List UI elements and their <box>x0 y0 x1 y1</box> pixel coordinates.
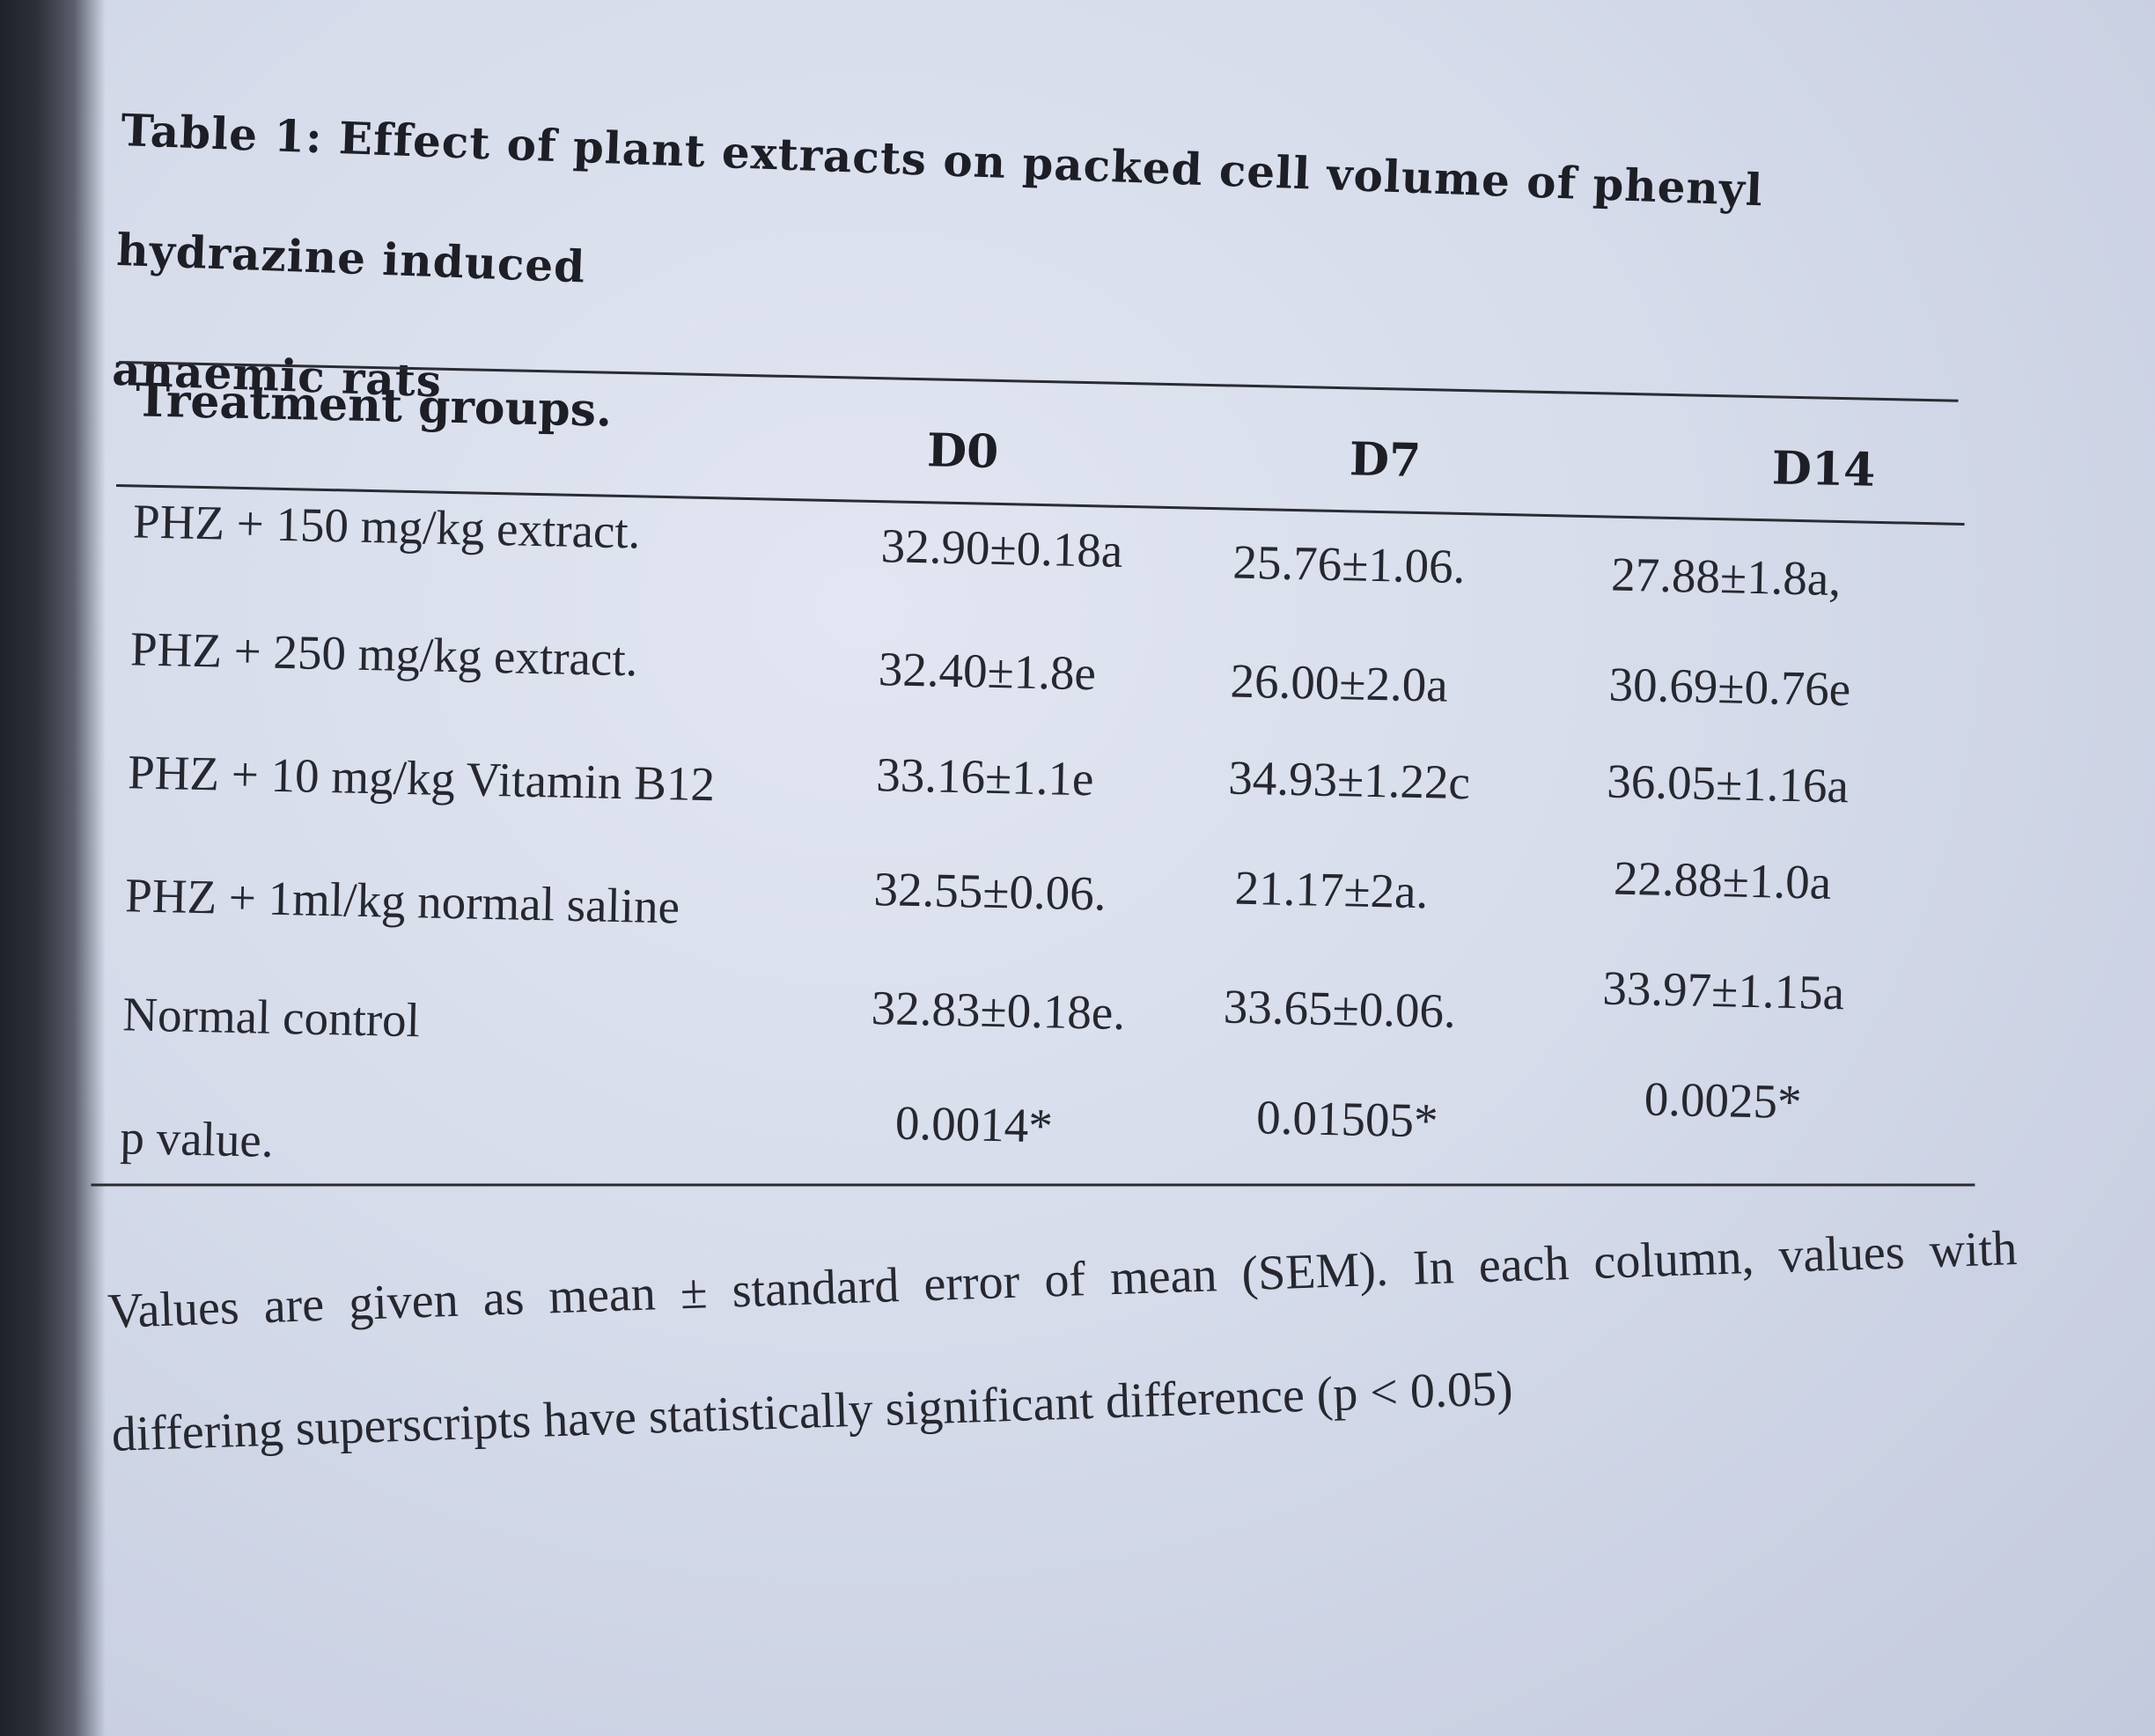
header-d7: D7 <box>1349 432 1422 488</box>
row-3-d0: 33.16±1.1e <box>875 747 1095 806</box>
row-5-group: Normal control <box>121 987 421 1048</box>
row-5-d7: 33.65±0.06. <box>1223 979 1457 1038</box>
row-2-group: PHZ + 250 mg/kg extract. <box>129 622 639 687</box>
table-caption: Table 1: Effect of plant extracts on pac… <box>110 70 1989 497</box>
row-4-d0: 32.55±0.06. <box>872 862 1107 921</box>
row-4-d7: 21.17±2a. <box>1234 860 1429 919</box>
row-6-d7: 0.01505* <box>1255 1090 1439 1148</box>
row-1-d0: 32.90±0.18a <box>880 519 1123 577</box>
header-treatment-groups: Treatment groups. <box>135 373 613 438</box>
header-d0: D0 <box>926 423 999 479</box>
row-2-d0: 32.40±1.8e <box>878 642 1097 701</box>
row-2-d14: 30.69±0.76e <box>1608 657 1851 717</box>
row-1-d7: 25.76±1.06. <box>1232 534 1467 594</box>
row-4-group: PHZ + 1ml/kg normal saline <box>124 868 680 934</box>
row-3-d14: 36.05±1.16a <box>1606 754 1850 813</box>
row-1-group: PHZ + 150 mg/kg extract. <box>132 494 642 559</box>
row-6-d14: 0.0025* <box>1644 1071 1803 1129</box>
row-6-label: p value. <box>119 1110 275 1167</box>
row-4-d14: 22.88±1.0a <box>1613 850 1832 909</box>
table-bottom-rule <box>91 1183 1975 1187</box>
row-3-group: PHZ + 10 mg/kg Vitamin B12 <box>127 745 716 812</box>
header-d14: D14 <box>1771 441 1876 497</box>
row-6-d0: 0.0014* <box>894 1095 1054 1153</box>
row-3-d7: 34.93±1.22c <box>1227 750 1471 810</box>
row-2-d7: 26.00±2.0a <box>1230 653 1449 712</box>
book-binding-shadow <box>0 0 106 1736</box>
table-footnote: Values are given as mean ± standard erro… <box>106 1187 2023 1497</box>
row-1-d14: 27.88±1.8a, <box>1610 547 1842 607</box>
row-5-d14: 33.97±1.15a <box>1601 960 1845 1020</box>
row-5-d0: 32.83±0.18e. <box>871 981 1126 1041</box>
document-page: Table 1: Effect of plant extracts on pac… <box>91 0 2155 1736</box>
